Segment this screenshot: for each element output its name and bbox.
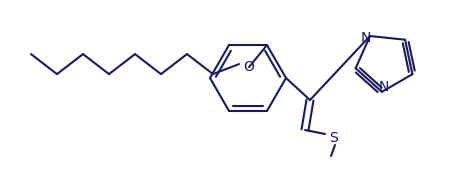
Text: N: N (361, 31, 371, 45)
Text: S: S (328, 131, 338, 145)
Text: N: N (379, 80, 389, 94)
Text: O: O (243, 60, 254, 74)
